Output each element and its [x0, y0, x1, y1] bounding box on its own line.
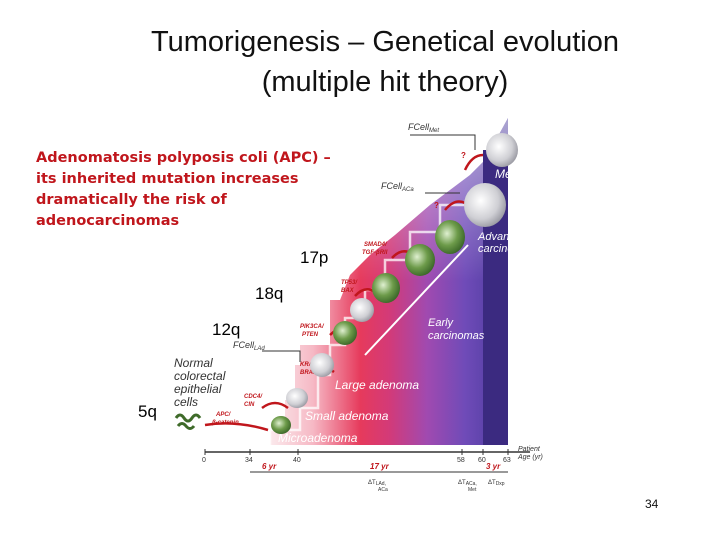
stage-label-metastasis: Metastasis [495, 167, 552, 181]
delta-1: ΔTLAd, [368, 480, 386, 487]
arrow-aca [444, 200, 466, 211]
page-number: 34 [645, 497, 659, 511]
cluster-aca [464, 183, 506, 227]
delta-2: ΔTACa, [458, 480, 477, 487]
chromosome-label-18q: 18q [255, 284, 284, 303]
gene-bax: BAX [341, 288, 355, 294]
stage-label-large-adenoma: Large adenoma [335, 378, 419, 392]
stage-label-small-adenoma: Small adenoma [305, 409, 389, 423]
cluster-early2 [350, 298, 374, 322]
stage-label-advanced-line2: carcinoma [478, 243, 529, 255]
cell-clusters [271, 133, 518, 434]
gene-pik3ca: PIK3CA/ [300, 324, 325, 330]
arrow-apc [204, 422, 269, 432]
tick-0: 0 [202, 457, 206, 464]
normal-cells-label-4: cells [174, 395, 198, 409]
chromosome-label-17p: 17p [300, 248, 329, 267]
chromosome-label-12q: 12q [212, 320, 241, 339]
axis-label-1: Patient [518, 446, 541, 453]
tick-58: 58 [457, 457, 465, 464]
cluster-early3 [372, 273, 400, 303]
gene-tgfbr2: TGF-βRII [362, 250, 388, 256]
cluster-met [486, 133, 518, 167]
gene-apc: APC/ [215, 412, 232, 418]
stage-label-microadenoma: Microadenoma [278, 431, 358, 445]
stage-label-advanced-line1: Advanced [477, 231, 528, 243]
interval-17yr: 17 yr [370, 462, 390, 471]
axis-label-2: Age (yr) [517, 454, 543, 461]
delta-1b: ACa [378, 487, 388, 493]
fcell-aca-label: FCellACa [381, 181, 414, 193]
tick-63: 63 [503, 457, 511, 464]
tick-34: 34 [245, 457, 253, 464]
arrow-met [463, 153, 484, 171]
apc-note: Adenomatosis polyposis coli (APC) – its … [36, 150, 331, 229]
cluster-adv2 [435, 220, 465, 254]
cluster-micro [271, 416, 291, 434]
chromosome-label-5q: 5q [138, 402, 157, 421]
gene-braf: BRAF [300, 370, 317, 376]
gene-pten: PTEN [302, 332, 319, 338]
stage-label-early-line1: Early [428, 317, 455, 329]
cluster-adv1 [405, 244, 435, 276]
question-mark-1: ? [461, 151, 466, 160]
tick-40: 40 [293, 457, 301, 464]
cluster-large [310, 353, 334, 377]
arrow-cdc4 [261, 401, 289, 410]
fcell-met-label: FCellMet [408, 122, 439, 134]
interval-3yr: 3 yr [486, 462, 501, 471]
stage-label-early-line2: carcinomas [428, 330, 485, 342]
title-line-2: (multiple hit theory) [261, 66, 509, 98]
stage-staircase-outline [268, 203, 470, 445]
delta-2b: Met [468, 487, 477, 493]
normal-cells-label-1: Normal [174, 356, 213, 370]
normal-cells-label-3: epithelial [174, 382, 222, 396]
age-axis-ticks [204, 449, 509, 455]
cluster-small [286, 388, 308, 408]
gene-cdc4: CDC4/ [244, 394, 263, 400]
gene-tp53: TP53/ [341, 280, 358, 286]
interval-6yr: 6 yr [262, 462, 277, 471]
fcell-met-arrow [410, 134, 476, 150]
delta-3: ΔTDxp [488, 480, 505, 487]
normal-cells-label-2: colorectal [174, 369, 226, 383]
fcell-lad-label: FCellLAd [233, 340, 265, 352]
tick-60: 60 [478, 457, 486, 464]
normal-cells-icon [174, 413, 202, 430]
progression-line [364, 244, 469, 356]
gene-cin: CIN [244, 402, 255, 408]
cluster-early1 [333, 321, 357, 345]
question-mark-2: ? [434, 201, 439, 210]
title-line-1: Tumorigenesis – Genetical evolution [150, 26, 619, 58]
fcell-lad-arrow [262, 350, 301, 362]
gene-smad4: SMAD4/ [364, 242, 388, 248]
